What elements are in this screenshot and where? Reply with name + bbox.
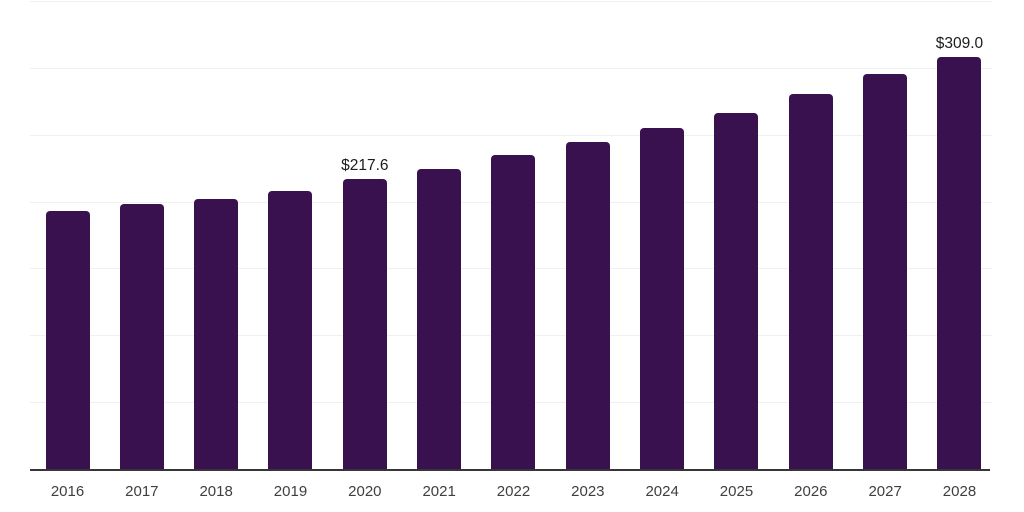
x-tick-label-2023: 2023 xyxy=(571,483,605,500)
x-tick-label-2025: 2025 xyxy=(719,483,754,500)
gridline-300 xyxy=(30,67,992,69)
x-tick-label-2026: 2026 xyxy=(794,483,828,500)
x-tick-label-2019: 2019 xyxy=(273,483,308,500)
bar-2022 xyxy=(491,155,536,470)
bar-2020 xyxy=(342,179,387,470)
bar-2019 xyxy=(268,190,313,470)
x-tick-label-2024: 2024 xyxy=(645,483,679,500)
bar-2023 xyxy=(565,141,610,470)
x-tick-label-2017: 2017 xyxy=(125,483,159,500)
x-tick-label-2022: 2022 xyxy=(496,483,531,500)
bar-2025 xyxy=(714,112,759,470)
bar-2016 xyxy=(45,210,90,470)
gridline-350 xyxy=(30,1,992,2)
plot-area: $217.6 $309.0 xyxy=(30,1,992,471)
gridline-250 xyxy=(30,134,992,136)
x-tick-label-2020: 2020 xyxy=(348,483,382,500)
bar-value-label-2020: $217.6 xyxy=(341,157,389,175)
bar-2018 xyxy=(194,198,239,470)
x-tick-label-2016: 2016 xyxy=(50,483,85,500)
bar-2028 xyxy=(937,56,982,470)
bar-2027 xyxy=(863,73,908,470)
x-tick-label-2027: 2027 xyxy=(868,483,902,500)
bar-2021 xyxy=(417,169,462,470)
x-axis-line xyxy=(30,469,990,471)
x-axis-labels: 2016 2017 2018 2019 2020 2021 2022 2023 2024 2025… xyxy=(0,483,1024,503)
bar-2024 xyxy=(640,128,685,470)
x-tick-label-2018: 2018 xyxy=(199,483,233,500)
x-tick-label-2028: 2028 xyxy=(942,483,977,500)
bar-2017 xyxy=(119,203,164,470)
bar-2026 xyxy=(788,94,833,470)
bar-value-label-2028: $309.0 xyxy=(935,34,984,52)
x-tick-label-2021: 2021 xyxy=(422,483,456,500)
